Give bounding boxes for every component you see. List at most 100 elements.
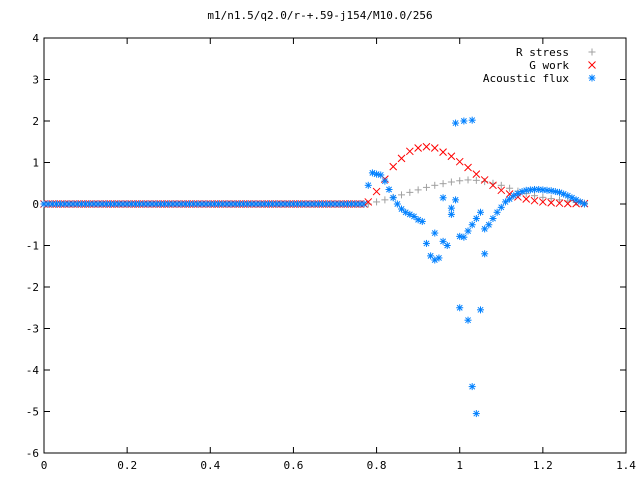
- x-tick-label: 0.2: [117, 459, 137, 472]
- x-tick-label: 1: [456, 459, 463, 472]
- g-work-point: [522, 195, 531, 203]
- r-stress-point: [481, 178, 489, 186]
- acoustic-flux-point: [360, 200, 368, 208]
- acoustic-flux-point: [443, 242, 451, 249]
- acoustic-flux-point: [580, 200, 588, 208]
- acoustic-flux-point: [393, 200, 401, 208]
- acoustic-flux-point: [422, 239, 430, 247]
- r-stress-point: [431, 181, 439, 189]
- r-stress-point: [447, 178, 455, 186]
- r-stress-point: [373, 198, 381, 206]
- acoustic-flux-point: [364, 181, 372, 189]
- y-tick-label: -6: [26, 447, 39, 460]
- acoustic-flux-point: [501, 198, 509, 206]
- acoustic-flux-point: [385, 185, 393, 193]
- r-stress-point: [555, 196, 563, 204]
- acoustic-flux-point: [489, 215, 497, 223]
- acoustic-flux-point: [472, 215, 480, 223]
- acoustic-flux-point: [435, 254, 443, 262]
- acoustic-flux-point: [551, 188, 559, 196]
- data-marks: [40, 116, 589, 418]
- acoustic-flux-point: [481, 250, 489, 258]
- g-work-point: [547, 198, 556, 207]
- legend-acoustic-flux-label: Acoustic flux: [483, 72, 569, 85]
- y-tick-label: 3: [32, 74, 39, 87]
- r-stress-point: [422, 183, 430, 191]
- g-work-point: [397, 154, 406, 163]
- g-work-point: [447, 152, 456, 161]
- plot-frame: [43, 37, 627, 454]
- y-tick-label: -3: [26, 323, 39, 336]
- g-work-point: [430, 144, 439, 152]
- x-tick-label: 0: [41, 459, 48, 472]
- y-tick-label: 2: [32, 115, 39, 128]
- acoustic-flux-point: [381, 177, 389, 185]
- acoustic-flux-point: [398, 205, 406, 213]
- acoustic-flux-point: [464, 316, 472, 324]
- acoustic-flux-point: [456, 304, 464, 312]
- legend-g-work-marker: [588, 61, 596, 69]
- y-tick-label: 0: [32, 198, 39, 211]
- r-stress-point: [547, 195, 555, 203]
- acoustic-flux-point: [506, 195, 514, 203]
- g-work-point: [364, 198, 373, 206]
- acoustic-flux-point: [389, 194, 397, 202]
- y-tick-label: -4: [26, 364, 40, 377]
- acoustic-flux-point: [472, 410, 480, 418]
- r-stress-point: [531, 192, 539, 200]
- g-work-point: [555, 199, 564, 208]
- g-work-point: [389, 162, 398, 171]
- acoustic-flux-point: [447, 204, 455, 212]
- y-tick-label: -5: [26, 406, 39, 419]
- acoustic-flux-point: [431, 229, 439, 237]
- g-work-point: [489, 181, 497, 190]
- x-tick-label: 1.4: [616, 459, 636, 472]
- legend-g-work-label: G work: [529, 59, 569, 72]
- r-stress-point: [472, 176, 480, 184]
- acoustic-flux-point: [447, 210, 455, 218]
- r-stress-point: [464, 176, 472, 184]
- r-stress-point: [381, 196, 389, 204]
- g-work-point: [372, 187, 381, 196]
- axis-ticks: 0 0.2 0.4 0.6 0.8 1 1.2 1.4 4 3 2 1 0 -1 -2 -3 -4 -5 -6: [26, 32, 637, 472]
- acoustic-flux-point: [477, 306, 484, 314]
- r-stress-point: [406, 188, 414, 196]
- r-stress-point: [506, 184, 514, 192]
- acoustic-flux-point: [418, 217, 426, 225]
- y-tick-label: -2: [26, 281, 39, 294]
- acoustic-flux-point: [377, 171, 385, 179]
- g-work-point: [414, 144, 422, 152]
- r-stress-point: [539, 193, 547, 201]
- acoustic-flux-point: [464, 227, 472, 235]
- acoustic-flux-point: [452, 196, 460, 204]
- x-tick-label: 0.6: [283, 459, 303, 472]
- x-tick-label: 1.2: [533, 459, 553, 472]
- g-work-point: [472, 170, 481, 178]
- g-work-point: [530, 196, 539, 205]
- acoustic-flux-point: [460, 117, 468, 125]
- y-tick-label: 4: [32, 32, 39, 45]
- g-work-point: [439, 148, 447, 156]
- r-stress-point: [439, 180, 447, 188]
- g-work-point: [572, 199, 580, 208]
- acoustic-flux-point: [468, 221, 476, 229]
- r-stress-point: [398, 191, 406, 199]
- y-tick-label: -1: [26, 240, 39, 253]
- g-work-point: [405, 147, 414, 156]
- x-tick-label: 0.4: [200, 459, 220, 472]
- g-work-point: [422, 142, 431, 151]
- acoustic-flux-point: [410, 212, 418, 220]
- g-work-point: [455, 157, 464, 166]
- r-stress-point: [414, 186, 422, 194]
- r-stress-point: [497, 181, 505, 189]
- g-work-point: [539, 198, 547, 206]
- acoustic-flux-point: [468, 383, 476, 391]
- r-stress-point: [456, 177, 464, 185]
- chart-title: m1/n1.5/q2.0/r-+.59-j154/M10.0/256: [207, 9, 432, 22]
- acoustic-flux-point: [460, 233, 468, 241]
- legend-r-stress-label: R stress: [516, 46, 569, 59]
- acoustic-flux-point: [497, 203, 505, 211]
- g-work-point: [480, 176, 489, 184]
